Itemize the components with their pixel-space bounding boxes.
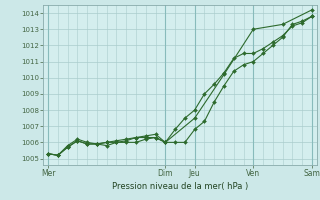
X-axis label: Pression niveau de la mer( hPa ): Pression niveau de la mer( hPa ) [112, 182, 248, 191]
